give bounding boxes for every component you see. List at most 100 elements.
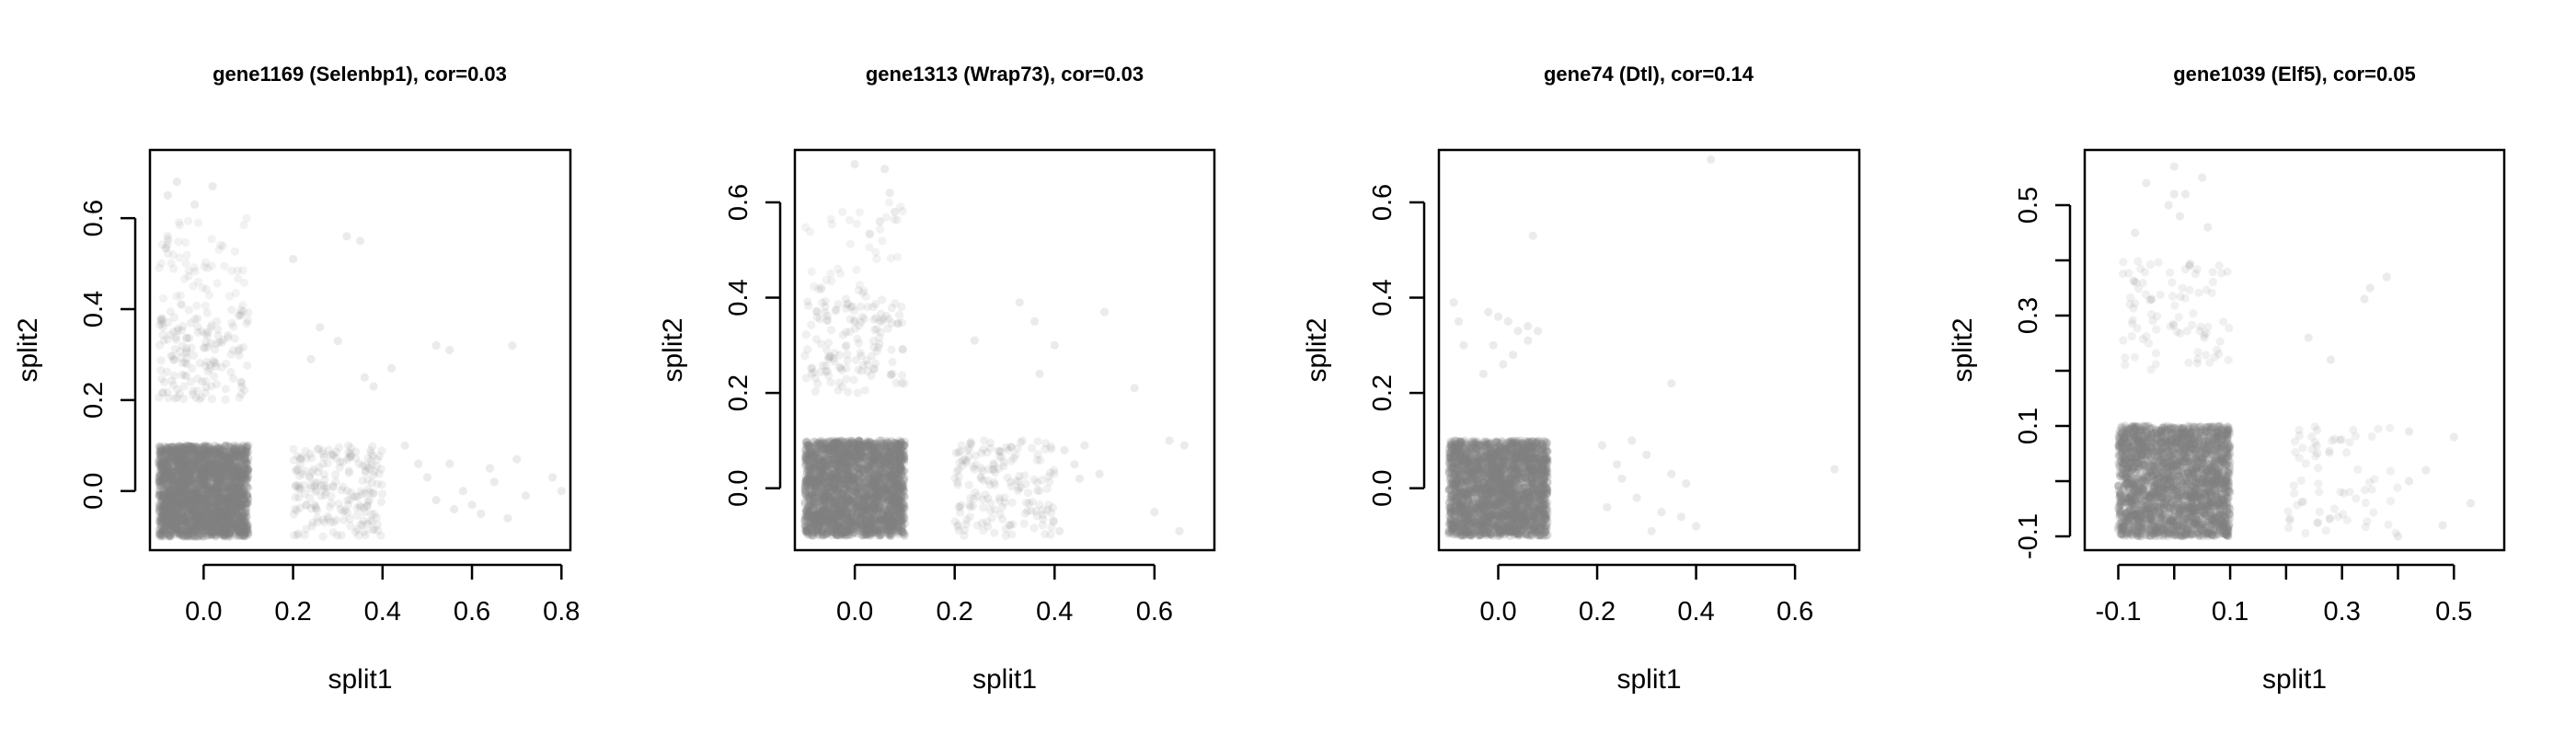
data-point (827, 526, 836, 535)
data-point (186, 442, 195, 451)
data-point (866, 447, 875, 456)
data-point (191, 482, 201, 491)
data-point (848, 450, 857, 459)
data-point (817, 500, 826, 511)
data-point (183, 510, 192, 519)
data-point (167, 500, 177, 510)
data-point (814, 480, 823, 489)
data-point (855, 495, 864, 504)
data-point (880, 515, 890, 525)
data-point (201, 461, 211, 470)
data-point (158, 479, 167, 489)
data-point (852, 454, 861, 464)
data-point (213, 501, 222, 511)
data-point (857, 452, 867, 461)
data-point (232, 457, 241, 466)
data-point (155, 489, 165, 500)
data-point (181, 488, 190, 497)
data-point (195, 523, 204, 532)
data-point (861, 491, 870, 500)
data-point (887, 505, 896, 514)
data-point (804, 488, 814, 498)
data-point (178, 509, 187, 518)
data-point (169, 471, 178, 480)
data-point (183, 461, 192, 470)
data-point (185, 334, 194, 343)
data-point (170, 476, 179, 485)
data-point (485, 464, 495, 473)
data-point (167, 500, 177, 510)
data-point (215, 506, 224, 515)
data-point (809, 511, 818, 520)
data-point (212, 517, 221, 527)
data-point (190, 496, 200, 506)
data-point (823, 504, 834, 514)
data-point (818, 458, 828, 467)
data-point (201, 508, 210, 517)
data-point (166, 509, 175, 519)
data-point (168, 520, 178, 529)
data-point (835, 513, 845, 523)
data-point (236, 468, 246, 478)
data-point (865, 450, 874, 460)
data-point (194, 494, 203, 503)
data-point (155, 448, 165, 457)
data-point (867, 479, 877, 489)
data-point (174, 458, 183, 468)
data-point (156, 532, 166, 541)
data-point (240, 523, 249, 534)
data-point (226, 488, 236, 497)
data-point (866, 481, 876, 490)
data-point (869, 498, 880, 507)
data-point (197, 520, 206, 529)
data-point (815, 456, 825, 466)
data-point (836, 491, 845, 500)
data-point (235, 480, 244, 489)
data-point (189, 454, 198, 464)
data-point (213, 507, 223, 516)
data-point (163, 516, 172, 525)
data-point (207, 525, 216, 535)
data-point (237, 468, 247, 477)
data-point (155, 454, 165, 464)
data-point (834, 482, 843, 491)
data-point (857, 459, 866, 468)
data-point (810, 481, 819, 490)
data-point (163, 480, 172, 489)
data-point (810, 473, 820, 482)
data-point (168, 512, 178, 523)
data-point (201, 523, 210, 532)
data-point (205, 526, 214, 536)
data-point (184, 450, 193, 459)
data-point (226, 500, 236, 511)
data-point (845, 480, 855, 490)
data-point (229, 523, 238, 532)
data-point (236, 524, 245, 534)
data-point (882, 447, 891, 456)
data-point (800, 480, 810, 489)
data-point (822, 479, 832, 489)
data-point (193, 524, 202, 535)
data-point (816, 452, 825, 461)
data-point (844, 489, 853, 499)
data-point (232, 509, 242, 518)
data-point (171, 451, 180, 460)
data-point (811, 450, 821, 459)
data-point (849, 443, 858, 452)
data-point (202, 472, 212, 481)
data-point (869, 490, 879, 500)
data-point (189, 502, 198, 512)
data-point (867, 480, 876, 489)
data-point (805, 450, 814, 459)
data-point (190, 464, 199, 473)
data-point (858, 495, 868, 505)
data-point (215, 463, 224, 472)
data-point (157, 495, 167, 504)
data-point (825, 525, 834, 535)
data-point (225, 512, 235, 521)
data-point (896, 491, 906, 500)
data-point (231, 491, 240, 500)
data-point (157, 508, 167, 517)
data-point (176, 496, 185, 505)
data-point (178, 470, 187, 479)
